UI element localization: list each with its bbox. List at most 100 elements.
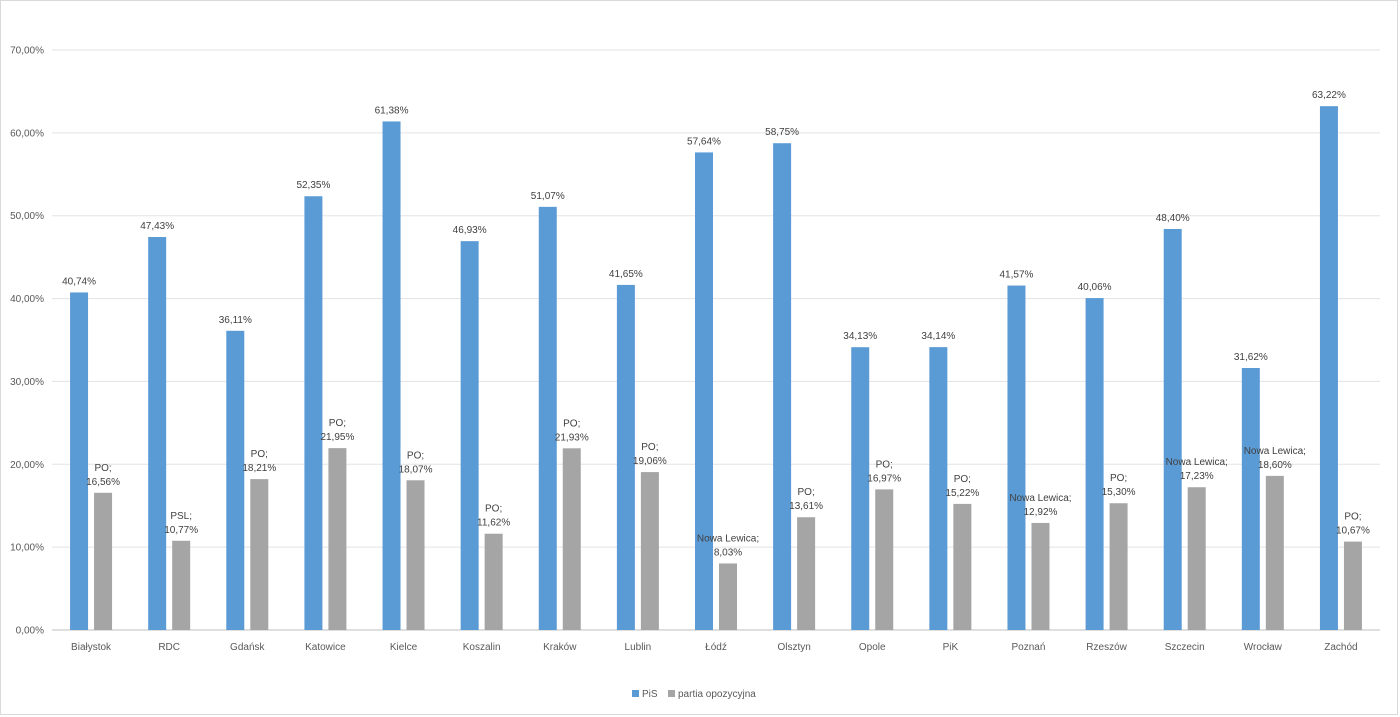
legend: PiS partia opozycyjna [632, 689, 756, 700]
bar-opposition [953, 503, 972, 630]
data-label-value: 40,74% [62, 276, 96, 287]
data-label-party: PO; [407, 450, 424, 461]
data-label-party: Nowa Lewica; [1166, 457, 1228, 468]
data-label-value: 41,65% [609, 269, 643, 280]
data-label-value: 10,77% [164, 525, 198, 536]
data-label-value: 8,03% [714, 547, 742, 558]
legend-label: partia opozycyjna [678, 689, 756, 700]
x-category-label: Kraków [543, 642, 577, 653]
bar-opposition [875, 489, 894, 630]
data-label-value: 61,38% [375, 105, 409, 116]
bar-pis [70, 292, 89, 630]
y-tick-label: 40,00% [10, 294, 44, 305]
bar-opposition [1109, 503, 1128, 630]
data-label-value: 12,92% [1024, 507, 1058, 518]
y-tick-label: 60,00% [10, 128, 44, 139]
x-category-label: Wrocław [1244, 642, 1283, 653]
data-label-value: 46,93% [453, 225, 487, 236]
bar-pis [460, 241, 479, 630]
bar-pis [929, 347, 948, 630]
data-label-value: 48,40% [1156, 213, 1190, 224]
data-labels: 40,74% PO; 16,56% 47,43% PSL; 10,77% 36,11% PO;… [62, 90, 1370, 558]
bar-pis [382, 121, 401, 631]
bars [70, 106, 1362, 631]
y-tick-label: 0,00% [16, 626, 44, 637]
x-category-label: Poznań [1012, 642, 1046, 653]
bar-opposition [406, 480, 425, 630]
bar-opposition [172, 540, 191, 630]
data-label-party: PO; [94, 463, 111, 474]
bar-pis [1163, 228, 1182, 630]
bar-pis [1085, 298, 1104, 630]
data-label-value: 40,06% [1078, 282, 1112, 293]
data-label-value: 18,60% [1258, 460, 1292, 471]
x-category-label: Olsztyn [777, 642, 810, 653]
gridlines [52, 49, 1380, 631]
bar-pis [1319, 106, 1338, 631]
bar-pis [1241, 368, 1260, 630]
x-category-label: PiK [943, 642, 959, 653]
data-label-value: 52,35% [296, 180, 330, 191]
bar-opposition [797, 517, 816, 630]
bar-opposition [1343, 541, 1362, 630]
data-label-party: PO; [251, 449, 268, 460]
data-label-party: PO; [485, 504, 502, 515]
bar-pis [616, 284, 635, 630]
data-label-party: PO; [1110, 473, 1127, 484]
y-axis-ticks: 0,00% 10,00% 20,00% 30,00% 40,00% 50,00% 60,00… [10, 46, 44, 637]
data-label-value: 21,93% [555, 432, 589, 443]
y-tick-label: 30,00% [10, 377, 44, 388]
data-label-party: PO; [563, 418, 580, 429]
data-label-party: PO; [1344, 512, 1361, 523]
x-category-label: Łódź [705, 642, 727, 653]
data-label-value: 13,61% [789, 501, 823, 512]
data-label-value: 17,23% [1180, 471, 1214, 482]
bar-pis [1007, 285, 1026, 630]
data-label-value: 47,43% [140, 221, 174, 232]
bar-pis [695, 152, 713, 630]
data-label-value: 18,07% [399, 464, 433, 475]
bar-pis [538, 206, 557, 630]
data-label-party: Nowa Lewica; [1009, 493, 1071, 504]
data-label-party: PO; [954, 474, 971, 485]
bar-pis [773, 143, 792, 630]
x-category-label: Rzeszów [1086, 642, 1127, 653]
data-label-value: 10,67% [1336, 526, 1370, 537]
data-label-party: PO; [876, 459, 893, 470]
bar-opposition [1265, 475, 1284, 630]
data-label-value: 31,62% [1234, 352, 1268, 363]
x-category-label: Opole [859, 642, 886, 653]
data-label-party: Nowa Lewica; [697, 533, 759, 544]
legend-swatch [668, 690, 675, 697]
data-label-party: PO; [329, 418, 346, 429]
legend-label: PiS [642, 689, 658, 700]
legend-swatch [632, 690, 639, 697]
data-label-value: 16,97% [867, 473, 901, 484]
bar-opposition [484, 533, 503, 630]
bar-opposition [562, 448, 581, 630]
data-label-value: 57,64% [687, 136, 721, 147]
data-label-value: 18,21% [242, 463, 276, 474]
data-label-value: 21,95% [320, 432, 354, 443]
bar-opposition [328, 448, 347, 630]
x-category-label: Katowice [305, 642, 346, 653]
x-category-label: Białystok [71, 642, 112, 653]
bar-opposition [1031, 522, 1050, 630]
bar-opposition [719, 563, 737, 630]
data-label-party: PO; [798, 487, 815, 498]
bar-opposition [94, 492, 113, 630]
x-category-label: Szczecin [1165, 642, 1205, 653]
bar-pis [226, 330, 245, 630]
x-category-label: Kielce [390, 642, 418, 653]
data-label-value: 19,06% [633, 456, 667, 467]
x-category-label: Koszalin [463, 642, 501, 653]
x-category-label: Zachód [1324, 642, 1357, 653]
data-label-value: 15,30% [1102, 487, 1136, 498]
y-tick-label: 50,00% [10, 211, 44, 222]
bar-pis [304, 196, 323, 630]
data-label-value: 58,75% [765, 127, 799, 138]
x-axis-categories: Białystok RDC Gdańsk Katowice Kielce Koszalin… [71, 642, 1358, 653]
data-label-value: 34,14% [921, 331, 955, 342]
